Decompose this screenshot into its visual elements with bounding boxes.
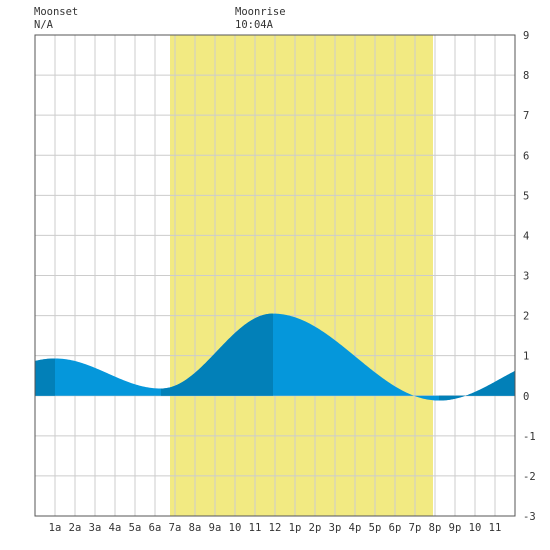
y-tick-label: -3 — [523, 511, 536, 523]
x-tick-label: 5a — [129, 522, 142, 534]
x-tick-label: 6p — [389, 522, 402, 534]
x-tick-label: 5p — [369, 522, 382, 534]
moonrise-time: 10:04A — [235, 19, 273, 31]
x-tick-label: 2p — [309, 522, 322, 534]
y-tick-label: 6 — [523, 150, 529, 162]
x-tick-label: 2a — [69, 522, 82, 534]
tide-rising-band — [35, 358, 55, 396]
tide-rising-band — [161, 313, 273, 396]
tide-rising-band — [439, 370, 515, 401]
y-tick-label: 0 — [523, 391, 529, 403]
x-tick-label: 4p — [349, 522, 362, 534]
y-tick-label: 4 — [523, 230, 529, 242]
x-tick-label: 12 — [269, 522, 282, 534]
moonset-label: Moonset — [34, 6, 79, 18]
y-tick-label: -2 — [523, 471, 536, 483]
tide-rising-bands — [35, 313, 515, 401]
x-tick-label: 10 — [229, 522, 242, 534]
moonset-time: N/A — [34, 19, 53, 31]
plot-frame — [34, 34, 516, 517]
x-tick-label: 8p — [429, 522, 442, 534]
y-axis-labels: -3 -2 -1 0 1 2 3 4 5 6 7 8 9 — [523, 30, 536, 523]
x-tick-label: 1a — [49, 522, 62, 534]
x-tick-label: 9p — [449, 522, 462, 534]
moonrise-label: Moonrise — [235, 6, 286, 18]
x-tick-label: 11 — [489, 522, 502, 534]
y-tick-label: 2 — [523, 311, 529, 323]
x-tick-label: 7a — [169, 522, 182, 534]
y-tick-label: 1 — [523, 351, 529, 363]
x-tick-label: 7p — [409, 522, 422, 534]
x-tick-label: 10 — [469, 522, 482, 534]
x-tick-label: 6a — [149, 522, 162, 534]
y-tick-label: 8 — [523, 70, 529, 82]
tide-area — [35, 313, 515, 401]
y-tick-label: 7 — [523, 110, 529, 122]
x-tick-label: 1p — [289, 522, 302, 534]
x-tick-label: 11 — [249, 522, 262, 534]
x-tick-label: 4a — [109, 522, 122, 534]
x-tick-label: 9a — [209, 522, 222, 534]
y-tick-label: -1 — [523, 431, 536, 443]
x-tick-label: 3p — [329, 522, 342, 534]
x-tick-label: 8a — [189, 522, 202, 534]
y-tick-label: 9 — [523, 30, 529, 42]
x-tick-label: 3a — [89, 522, 102, 534]
y-tick-label: 5 — [523, 190, 529, 202]
x-axis-labels: 1a 2a 3a 4a 5a 6a 7a 8a 9a 10 11 12 1p 2p 3p 4p 5p 6p 7p 8p… — [49, 522, 502, 534]
y-tick-label: 3 — [523, 271, 529, 283]
